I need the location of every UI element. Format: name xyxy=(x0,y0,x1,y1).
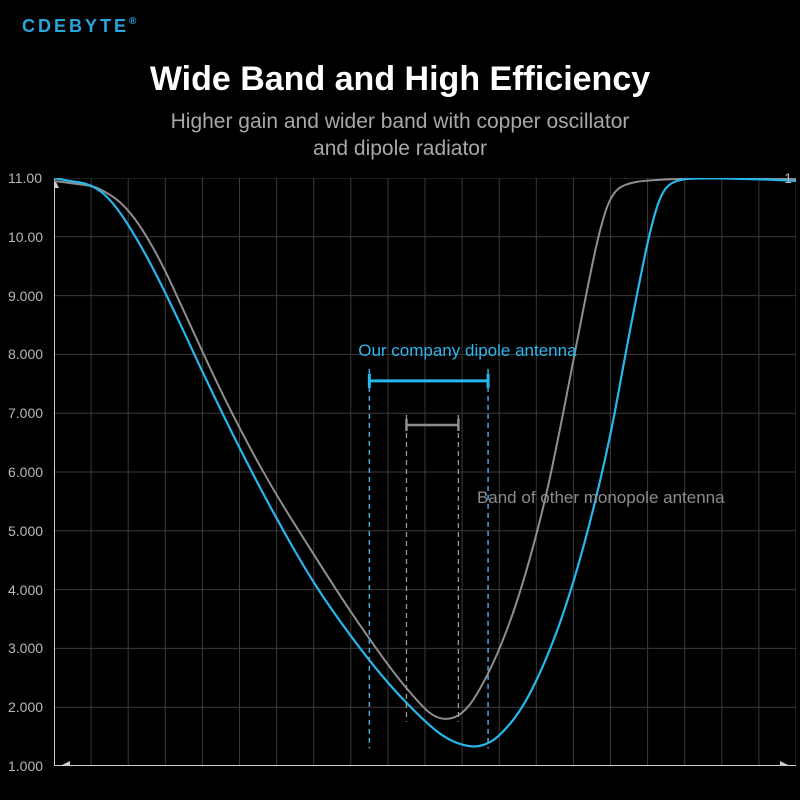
y-tick-label: 10.00 xyxy=(8,229,43,245)
y-tick-label: 5.000 xyxy=(8,523,43,539)
brand-text: CDEBYTE xyxy=(22,16,129,36)
y-tick-label: 9.000 xyxy=(8,288,43,304)
y-tick-label: 6.000 xyxy=(8,464,43,480)
chart-container: Our company dipole antenna Band of other… xyxy=(6,178,796,794)
y-tick-label: 1.000 xyxy=(8,758,43,774)
subtitle-line-2: and dipole radiator xyxy=(313,137,487,160)
dipole-annotation: Our company dipole antenna xyxy=(358,341,576,361)
y-tick-label: 8.000 xyxy=(8,346,43,362)
right-axis-marker: 1 xyxy=(784,170,792,186)
y-tick-label: 11.00 xyxy=(8,170,42,186)
chart-plot-area: Our company dipole antenna Band of other… xyxy=(54,178,796,766)
brand-reg: ® xyxy=(129,16,139,27)
page-title: Wide Band and High Efficiency xyxy=(0,60,800,99)
subtitle-line-1: Higher gain and wider band with copper o… xyxy=(171,110,630,133)
page-subtitle: Higher gain and wider band with copper o… xyxy=(0,108,800,163)
y-tick-label: 2.000 xyxy=(8,699,43,715)
chart-bandwidth-markers xyxy=(54,178,796,766)
monopole-annotation: Band of other monopole antenna xyxy=(477,488,725,508)
y-tick-label: 4.000 xyxy=(8,582,43,598)
y-tick-label: 7.000 xyxy=(8,405,43,421)
y-tick-label: 3.000 xyxy=(8,640,43,656)
